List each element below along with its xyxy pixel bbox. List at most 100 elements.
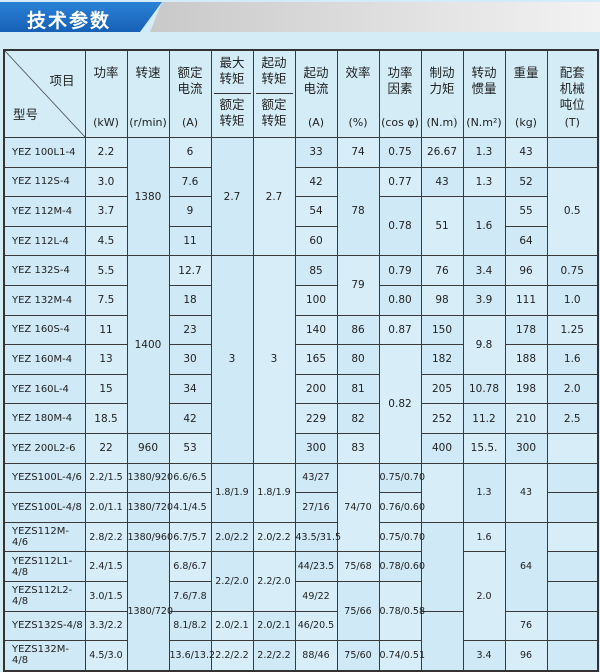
value-cell: 3.0/1.5 [84,580,128,612]
value-cell: 53 [168,432,212,464]
table-row: YEZS100L-4/8 2.0/1.1 1380/720 4.1/4.5 27/16 0… [3,492,599,523]
title-banner-decoration [150,2,600,32]
model-cell: YEZS112L2-4/8 [3,580,86,612]
header-label: 功率 因素 [387,65,413,96]
value-cell: 2.2/2.2 [210,640,254,672]
model-cell: YEZS132S-4/8 [3,610,86,642]
value-cell: 960 [126,432,170,464]
value-cell: 64 [504,225,548,257]
value-cell: 0.78/0.58 [378,580,425,642]
value-cell: 1.6 [462,521,506,553]
header-label: 起动 电流 [303,65,329,96]
value-cell: 4.1/4.5 [168,492,212,523]
table-row: YEZ 160S-4 11 23 140 86 0.87 150 9.8 178 1.25 [3,314,599,375]
header-column: 效率 (%) [336,49,380,138]
value-cell: 300 [504,432,548,464]
header-column: 配套 机械 吨位 (T) [546,49,599,138]
value-cell: 85 [294,255,338,286]
value-cell: 0.75/0.70 [378,521,425,553]
value-cell: 1.6 [546,344,599,375]
value-cell [420,521,464,612]
model-cell: YEZ 132S-4 [3,255,86,286]
header-label: 效率 [345,65,371,80]
header-label: 重量 [513,65,539,80]
value-cell: 0.76/0.60 [378,492,425,523]
model-cell: YEZ 112M-4 [3,196,86,227]
header-unit: (%) [348,116,368,129]
value-cell: 0.74/0.51 [378,640,425,672]
header-unit: (cos φ) [381,116,419,129]
header-divider [255,93,293,94]
header-label: 配套 机械 吨位 [559,65,585,112]
header-label: 额定 电流 [177,65,203,96]
value-cell: 400 [420,432,464,464]
model-cell: YEZ 112S-4 [3,166,86,198]
value-cell: 43 [504,137,548,168]
value-cell [546,462,599,494]
spec-table: 项目 型号 功率 (kW) 转速 (r/min) 额定 电流 (A) 最大 转矩 额定 转矩起… [3,49,599,672]
value-cell: 98 [420,284,464,316]
value-cell: 7.6/7.8 [168,580,212,612]
value-cell: 2.8/2.2 [84,521,128,553]
value-cell: 43/27 [294,462,338,494]
value-cell: 79 [336,255,380,316]
value-cell: 86 [336,314,380,346]
value-cell: 1.6 [462,196,506,257]
value-cell: 74 [336,137,380,168]
header-column: 重量 (kg) [504,49,548,138]
value-cell: 6.6/6.5 [168,462,212,494]
header-unit: (T) [564,116,580,129]
table-row: YEZS100L-4/6 2.2/1.5 1380/920 6.6/6.5 1.8/1.… [3,462,599,553]
value-cell: 2.0 [462,551,506,642]
value-cell: 2.0/2.2 [210,521,254,553]
value-cell: 0.75 [378,137,422,168]
value-cell: 42 [168,403,212,434]
model-cell: YEZS112M-4/6 [3,521,86,553]
value-cell: 2.2/2.2 [252,640,296,672]
value-cell [420,610,464,672]
value-cell: 4.5/3.0 [84,640,128,672]
value-cell: 7.5 [84,284,128,316]
value-cell: 83 [336,432,380,464]
value-cell [546,551,599,582]
table-row: YEZ 100L1-4 2.2 1380 6 2.7 2.7 33 74 0.75 26.67 1.… [3,136,599,257]
value-cell: 0.77 [378,166,422,198]
header-column: 转动 惯量 (N.m²) [462,49,506,138]
value-cell: 9.8 [462,314,506,375]
value-cell: 1380/720 [126,492,173,523]
value-cell: 3.4 [462,255,506,286]
value-cell: 0.79 [378,255,422,286]
table-row: YEZ 132M-4 7.5 18 100 0.80 98 3.9 111 1.0 [3,284,599,316]
model-cell: YEZ 180M-4 [3,403,86,434]
value-cell: 0.5 [546,166,599,257]
value-cell [420,462,464,523]
header-unit: (A) [307,116,325,129]
table-row: YEZS132M-4/8 4.5/3.0 13.6/13.2 2.2/2.2 2.2/2… [3,640,599,672]
table-body: YEZ 100L1-4 2.2 1380 6 2.7 2.7 33 74 0.75 26.67 1.… [3,136,599,672]
value-cell: 3.0 [84,166,128,198]
value-cell: 229 [294,403,338,434]
value-cell: 82 [336,403,380,434]
value-cell: 12.7 [168,255,212,286]
value-cell: 13 [84,344,128,375]
value-cell: 200 [294,373,338,405]
value-cell: 2.4/1.5 [84,551,128,582]
header-model-label: 型号 [13,107,39,122]
value-cell: 0.78 [378,196,422,257]
value-cell: 2.0/2.2 [252,521,296,553]
value-cell: 178 [504,314,548,346]
value-cell: 1400 [126,255,170,434]
value-cell [546,137,599,168]
model-cell: YEZS100L-4/6 [3,462,86,494]
header-unit: (kg) [515,116,537,129]
value-cell: 0.87 [378,314,422,346]
model-cell: YEZ 100L1-4 [3,137,86,168]
value-cell: 2.2/2.0 [252,551,296,612]
value-cell: 11 [168,225,212,257]
value-cell [546,492,599,523]
model-cell: YEZ 160L-4 [3,373,86,405]
header-label: 转速 [135,65,161,80]
header-sublabel: 额定 转矩 [219,97,245,128]
value-cell: 140 [294,314,338,346]
value-cell: 5.5 [84,255,128,286]
